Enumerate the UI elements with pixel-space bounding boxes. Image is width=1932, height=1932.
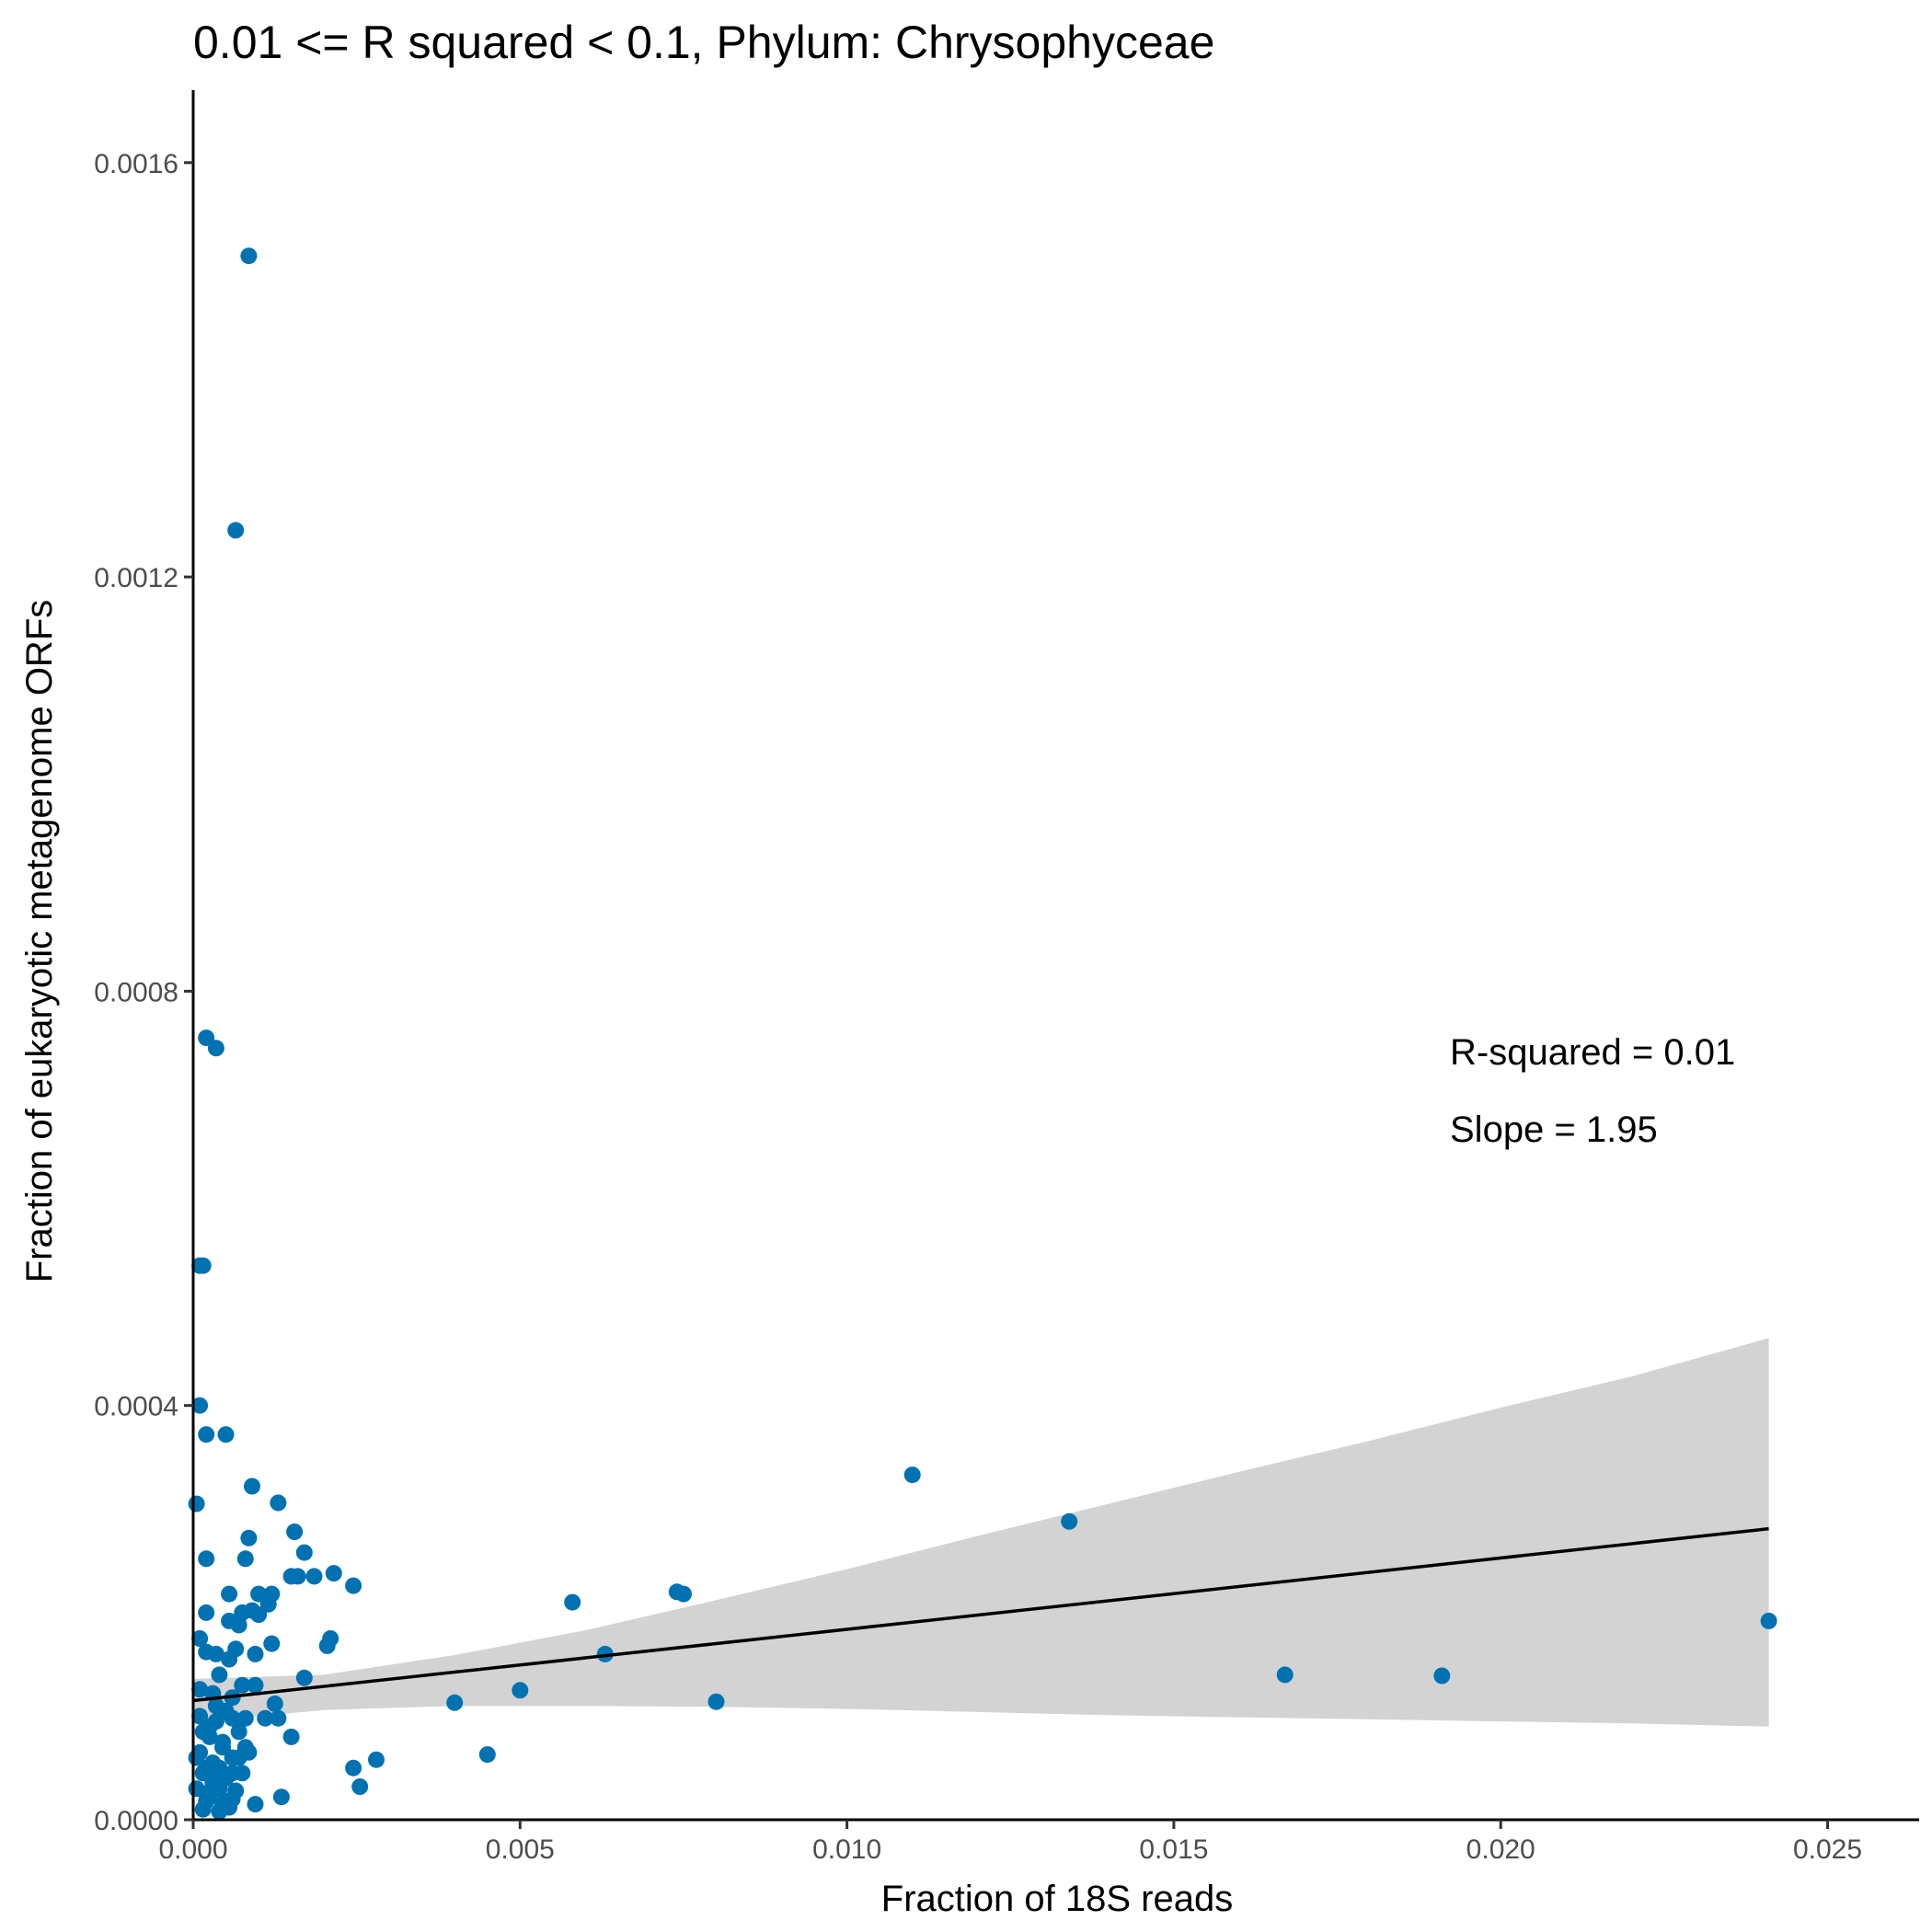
data-point: [322, 1630, 339, 1647]
data-point: [257, 1709, 274, 1727]
data-point: [240, 1529, 258, 1547]
data-point: [675, 1585, 692, 1603]
data-point: [201, 1788, 218, 1806]
regression-line-layer: [192, 1526, 1769, 1703]
data-point: [250, 1606, 268, 1624]
data-point: [207, 1040, 224, 1057]
data-point: [240, 247, 258, 265]
axes-layer: 0.000 0.005 0.010 0.015 0.020 0.025 0.0000 0.00…: [94, 90, 1919, 1865]
data-point: [188, 1749, 205, 1766]
data-point: [227, 1782, 245, 1800]
y-tick-label: 0.0004: [94, 1392, 178, 1422]
data-point: [247, 1645, 264, 1662]
y-tick-label: 0.0012: [94, 563, 178, 593]
data-point: [272, 1788, 290, 1806]
data-point: [247, 1796, 264, 1813]
data-point: [188, 1495, 205, 1512]
data-point: [325, 1565, 342, 1582]
data-point: [198, 1029, 215, 1047]
data-point: [204, 1770, 222, 1787]
data-point: [270, 1494, 287, 1512]
data-point: [707, 1693, 725, 1710]
data-point: [236, 1550, 254, 1568]
data-point: [596, 1645, 614, 1662]
data-point: [191, 1630, 209, 1647]
x-tick-label: 0.005: [486, 1834, 555, 1865]
data-point: [295, 1669, 313, 1686]
data-point: [282, 1728, 300, 1745]
x-tick-label: 0.015: [1139, 1834, 1208, 1865]
data-point: [368, 1751, 385, 1768]
data-point: [224, 1765, 241, 1782]
data-point: [1061, 1512, 1078, 1530]
data-point: [191, 1708, 209, 1725]
data-point: [295, 1544, 313, 1561]
data-point: [263, 1635, 281, 1652]
data-point: [217, 1426, 235, 1443]
data-point: [564, 1593, 581, 1611]
y-axis-title: Fraction of eukaryotic metagenome ORFs: [19, 600, 60, 1283]
confidence-band: [193, 1338, 1769, 1727]
data-points-layer: [188, 247, 1777, 1820]
data-point: [351, 1778, 369, 1795]
data-point: [289, 1568, 306, 1585]
data-point: [198, 1604, 215, 1621]
data-point: [250, 1585, 268, 1603]
x-axis-title: Fraction of 18S reads: [881, 1879, 1233, 1919]
data-point: [305, 1568, 323, 1585]
data-point: [194, 1723, 212, 1741]
data-point: [221, 1585, 238, 1603]
data-point: [227, 522, 245, 539]
data-point: [211, 1803, 228, 1820]
data-point: [1760, 1612, 1777, 1629]
x-tick-label: 0.025: [1793, 1834, 1862, 1865]
x-tick-label: 0.020: [1466, 1834, 1535, 1865]
r-squared-annotation: R-squared = 0.01: [1450, 1032, 1735, 1073]
data-point: [211, 1666, 228, 1684]
data-point: [286, 1524, 304, 1540]
data-point: [207, 1645, 224, 1662]
data-point: [478, 1746, 496, 1764]
data-point: [198, 1426, 215, 1443]
data-point: [227, 1640, 245, 1658]
y-tick-label: 0.0000: [94, 1806, 178, 1836]
chart-title: 0.01 <= R squared < 0.1, Phylum: Chrysop…: [193, 17, 1214, 68]
data-point: [446, 1694, 464, 1711]
y-tick-label: 0.0008: [94, 977, 178, 1007]
data-point: [263, 1585, 281, 1603]
data-point: [191, 1397, 209, 1414]
data-point: [266, 1695, 283, 1712]
data-point: [345, 1577, 362, 1594]
data-point: [1433, 1667, 1451, 1685]
data-point: [214, 1733, 231, 1751]
slope-annotation: Slope = 1.95: [1450, 1110, 1658, 1150]
data-point: [194, 1257, 212, 1274]
data-point: [198, 1550, 215, 1568]
data-point: [512, 1682, 529, 1699]
confidence-band-layer: [193, 1338, 1769, 1727]
x-tick-label: 0.010: [812, 1834, 881, 1865]
x-tick-label: 0.000: [158, 1834, 227, 1865]
data-point: [224, 1709, 241, 1727]
data-point: [191, 1681, 209, 1698]
data-point: [240, 1743, 258, 1761]
data-point: [345, 1759, 362, 1777]
text-layer: 0.01 <= R squared < 0.1, Phylum: Chrysop…: [19, 17, 1735, 1919]
regression-line: [192, 1526, 1769, 1703]
data-point: [244, 1478, 260, 1495]
data-point: [1276, 1666, 1294, 1684]
data-point: [270, 1709, 287, 1727]
data-point: [230, 1723, 247, 1741]
y-tick-label: 0.0016: [94, 149, 178, 179]
data-point: [247, 1676, 264, 1694]
data-point: [236, 1709, 254, 1727]
data-point: [903, 1466, 921, 1484]
data-point: [230, 1616, 247, 1634]
data-point: [234, 1676, 251, 1694]
